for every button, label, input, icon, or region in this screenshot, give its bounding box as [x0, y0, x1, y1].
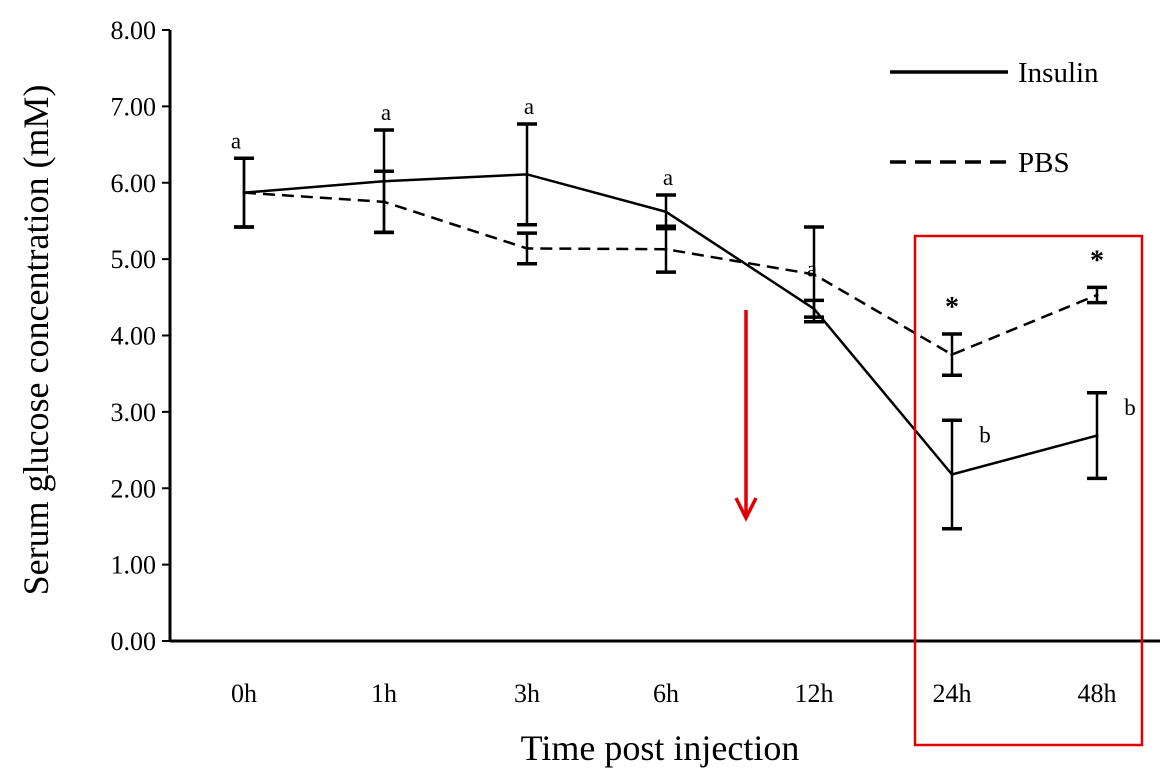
data-point	[242, 191, 246, 195]
x-tick-label: 12h	[795, 679, 834, 708]
error-bar	[1087, 391, 1107, 481]
error-bar	[374, 169, 394, 235]
data-point	[525, 246, 529, 250]
data-point	[382, 200, 386, 204]
point-label: b	[979, 422, 991, 447]
data-point	[664, 247, 668, 251]
legend-label-pbs: PBS	[1018, 147, 1070, 179]
point-label: b	[1124, 395, 1136, 420]
y-tick-label: 1.00	[111, 551, 157, 580]
point-label: a	[663, 165, 673, 190]
series-layer	[234, 122, 1107, 531]
error-bar	[942, 332, 962, 377]
data-point	[525, 172, 529, 176]
data-point	[950, 473, 954, 477]
axes	[168, 30, 1160, 643]
point-label: a	[807, 256, 817, 281]
y-tick-label: 4.00	[111, 322, 157, 351]
error-bar	[517, 122, 537, 227]
error-bar	[656, 224, 676, 274]
error-bar	[656, 193, 676, 231]
y-tick-label: 6.00	[111, 169, 157, 198]
point-labels: a a a a a b b * *	[231, 94, 1136, 447]
x-tick-label: 48h	[1078, 679, 1117, 708]
error-bar	[1087, 285, 1107, 305]
y-axis-title: Serum glucose concentration (mM)	[16, 85, 56, 596]
point-label: *	[1090, 245, 1104, 276]
data-point	[812, 272, 816, 276]
y-tick-label: 5.00	[111, 245, 157, 274]
data-point	[664, 210, 668, 214]
annotations	[734, 234, 1144, 747]
point-label: *	[945, 292, 959, 323]
red-arrow-head	[734, 497, 758, 522]
error-bar	[942, 418, 962, 531]
error-bar	[804, 225, 824, 324]
error-bar	[517, 231, 537, 266]
legend-label-insulin: Insulin	[1018, 57, 1099, 89]
data-point	[1095, 293, 1099, 297]
x-tick-label: 3h	[514, 679, 540, 708]
y-axis-ticks: 0.00 1.00 2.00 3.00 4.00 5.00 6.00 7.00 8.00	[111, 16, 170, 656]
y-tick-label: 0.00	[111, 627, 157, 656]
x-tick-label: 1h	[371, 679, 397, 708]
x-tick-label: 24h	[933, 679, 972, 708]
x-axis-title: Time post injection	[521, 728, 800, 768]
data-point	[950, 353, 954, 357]
y-tick-label: 2.00	[111, 474, 157, 503]
legend: Insulin PBS	[890, 57, 1099, 179]
point-label: a	[524, 94, 534, 119]
point-label: a	[231, 128, 241, 153]
error-bar	[234, 156, 254, 229]
x-tick-label: 0h	[231, 679, 257, 708]
x-tick-label: 6h	[653, 679, 679, 708]
point-label: a	[381, 100, 391, 125]
x-axis-ticks: 0h 1h 3h 6h 12h 24h 48h	[231, 679, 1117, 708]
y-tick-label: 7.00	[111, 92, 157, 121]
data-point	[1095, 434, 1099, 438]
series-line-insulin	[243, 173, 1098, 476]
highlight-box	[913, 234, 1144, 747]
y-tick-label: 3.00	[111, 398, 157, 427]
y-tick-label: 8.00	[111, 16, 157, 45]
